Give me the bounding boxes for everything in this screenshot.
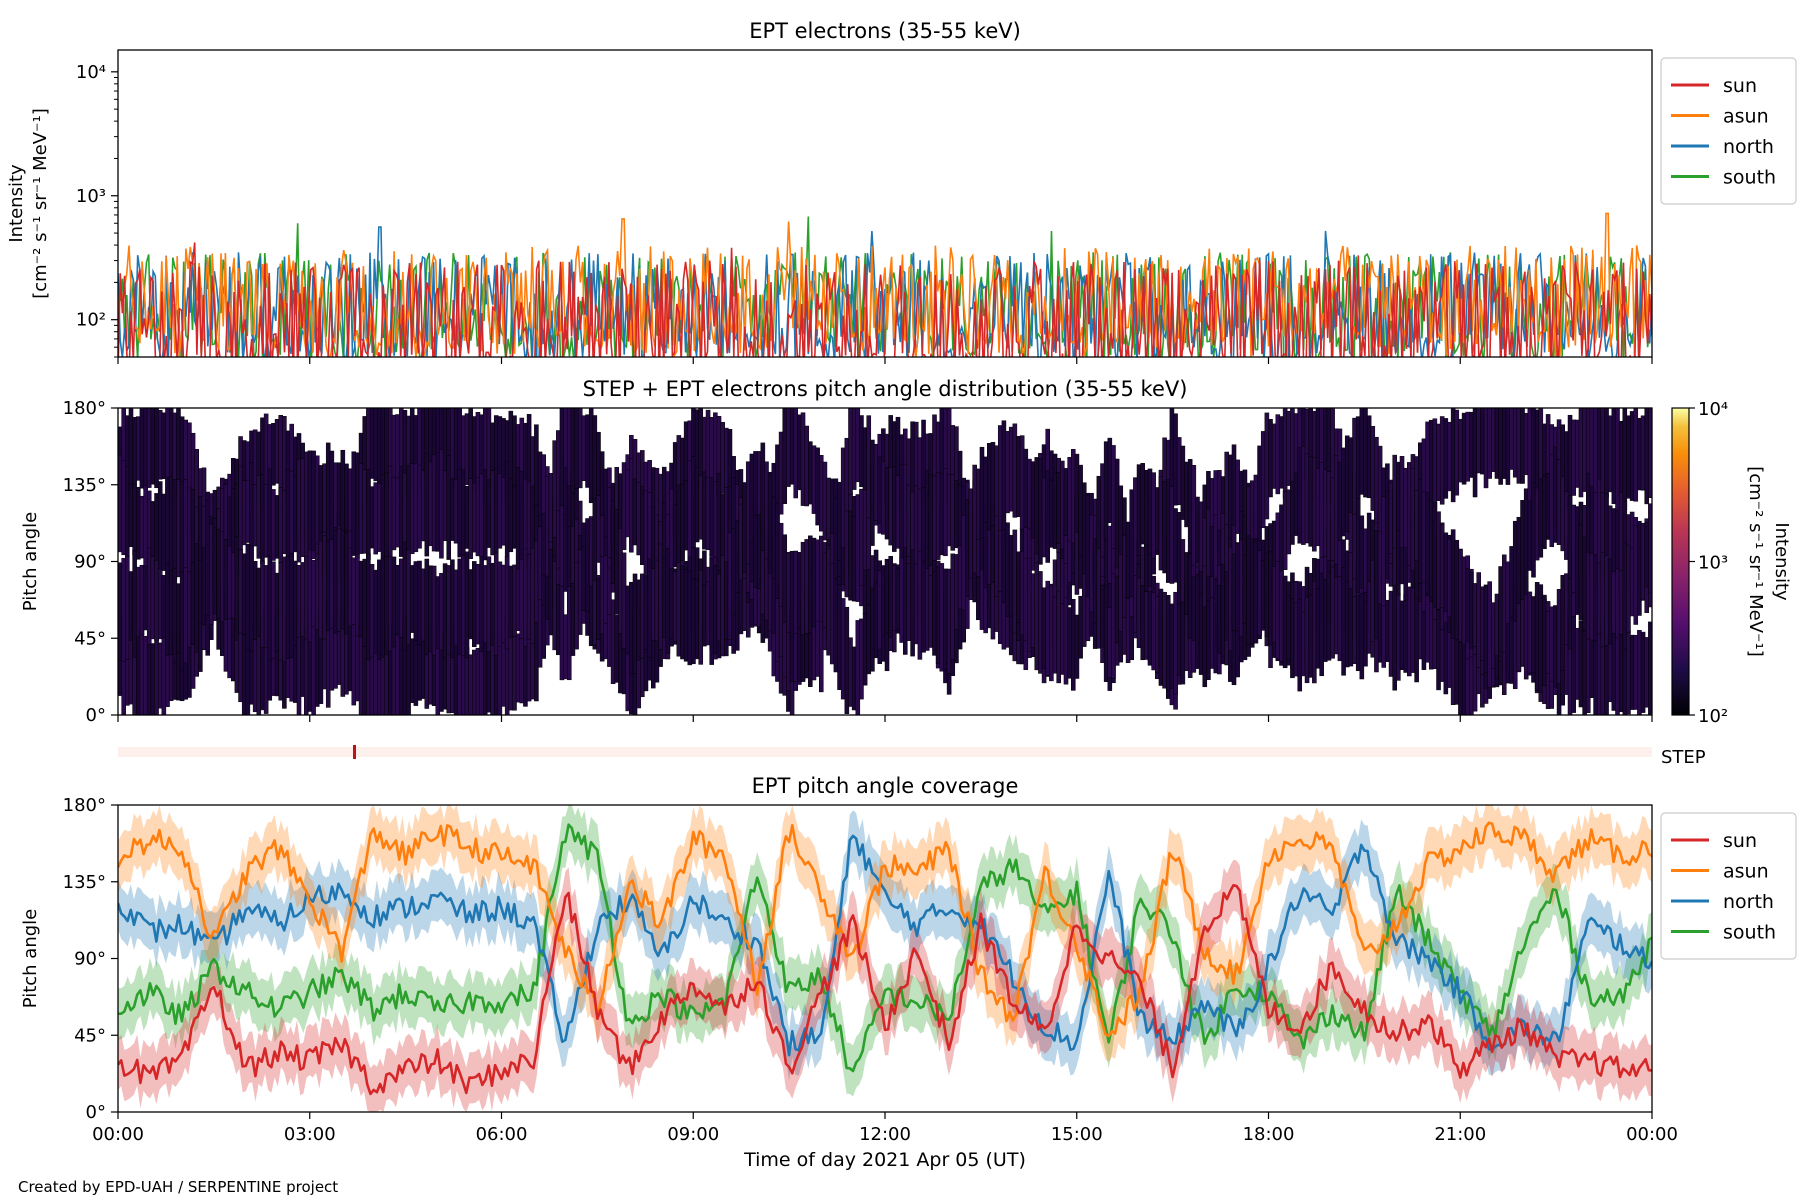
step-coverage-strip: STEP — [118, 745, 1706, 768]
distribution-y-tick-label: 135° — [63, 475, 106, 496]
intensity-panel-title: EPT electrons (35-55 keV) — [749, 19, 1021, 43]
legend-label-sun: sun — [1723, 830, 1757, 852]
step-label: STEP — [1661, 747, 1706, 768]
coverage-band-sun — [118, 859, 1652, 1112]
intensity-axis-ticks: 10² 10³ 10⁴ — [76, 62, 1653, 364]
coverage-axis-ticks: 0° 45° 90° 135° 180° 00:00 03:00 06:00 09:00 12:0… — [63, 795, 1678, 1145]
coverage-band-asun — [118, 805, 1652, 1062]
pitch-angle-heatmap — [118, 408, 1652, 715]
legend-label-north: north — [1723, 891, 1774, 913]
intensity-y-axis-label: Intensity — [6, 164, 27, 243]
colorbar-tick-label: 10² — [1698, 706, 1728, 727]
legend-label-sun: sun — [1723, 75, 1757, 97]
legend-box — [1660, 57, 1797, 205]
heatmap-cell — [1648, 621, 1652, 715]
intensity-line-sun — [118, 242, 1652, 357]
coverage-x-tick-label: 09:00 — [667, 1124, 719, 1145]
colorbar-tick-label: 10³ — [1698, 553, 1728, 574]
coverage-shaded-bands — [118, 805, 1652, 1112]
step-coverage-bar — [118, 747, 1652, 757]
step-coverage-marks — [352, 745, 356, 759]
legend-label-south: south — [1723, 167, 1776, 189]
coverage-line-north — [118, 834, 1652, 1057]
legend-label-north: north — [1723, 136, 1774, 158]
intensity-series-lines — [118, 212, 1652, 357]
coverage-x-tick-label: 03:00 — [284, 1124, 336, 1145]
distribution-panel-title: STEP + EPT electrons pitch angle distrib… — [583, 377, 1188, 401]
coverage-line-sun — [118, 884, 1652, 1096]
distribution-y-tick-label: 180° — [63, 398, 106, 419]
footer-credit: Created by EPD-UAH / SERPENTINE project — [18, 1178, 338, 1196]
coverage-x-tick-label: 21:00 — [1434, 1124, 1486, 1145]
coverage-y-tick-label: 0° — [86, 1102, 106, 1123]
coverage-band-south — [118, 805, 1652, 1097]
legend-label-south: south — [1723, 922, 1776, 944]
coverage-x-tick-label: 18:00 — [1243, 1124, 1295, 1145]
intensity-y-tick-label: 10³ — [76, 186, 106, 207]
coverage-x-tick-label: 00:00 — [1626, 1124, 1678, 1145]
coverage-y-tick-label: 45° — [74, 1025, 106, 1046]
coverage-line-south — [118, 823, 1652, 1073]
distribution-y-tick-label: 45° — [74, 628, 106, 649]
coverage-x-tick-label: 00:00 — [92, 1124, 144, 1145]
colorbar-tick-label: 10⁴ — [1698, 399, 1728, 420]
intensity-panel: 10² 10³ 10⁴ EPT electrons (35-55 keV) Inte… — [6, 19, 1797, 364]
legend-label-asun: asun — [1723, 106, 1769, 128]
distribution-axis-ticks: 0° 45° 90° 135° 180° — [63, 398, 1653, 726]
coverage-x-axis-label: Time of day 2021 Apr 05 (UT) — [743, 1149, 1026, 1171]
heatmap-cell — [1648, 408, 1652, 498]
colorbar: 10² 10³ 10⁴ — [1671, 399, 1728, 727]
step-mark — [352, 745, 356, 759]
pitch-angle-coverage-panel: 0° 45° 90° 135° 180° 00:00 03:00 06:00 09:00 12:0… — [20, 774, 1797, 1171]
coverage-y-axis-label: Pitch angle — [20, 909, 41, 1008]
distribution-y-tick-label: 90° — [74, 552, 106, 573]
intensity-y-tick-label: 10⁴ — [76, 62, 106, 83]
coverage-x-tick-label: 12:00 — [859, 1124, 911, 1145]
coverage-line-asun — [118, 821, 1652, 1038]
legend-box — [1660, 812, 1797, 960]
colorbar-label: Intensity — [1771, 522, 1792, 601]
coverage-band-north — [118, 810, 1652, 1081]
coverage-y-tick-label: 90° — [74, 949, 106, 970]
coverage-y-tick-label: 135° — [63, 872, 106, 893]
coverage-x-tick-label: 15:00 — [1051, 1124, 1103, 1145]
legend-label-asun: asun — [1723, 861, 1769, 883]
intensity-y-tick-label: 10² — [76, 310, 106, 331]
distribution-y-tick-label: 0° — [86, 705, 106, 726]
coverage-y-tick-label: 180° — [63, 795, 106, 816]
intensity-y-axis-unit: [cm⁻² s⁻¹ sr⁻¹ MeV⁻¹] — [30, 108, 51, 299]
coverage-legend: sun asun north south — [1660, 812, 1797, 960]
colorbar-gradient — [1671, 407, 1690, 716]
distribution-y-axis-label: Pitch angle — [20, 512, 41, 611]
pitch-angle-distribution-panel: 0° 45° 90° 135° 180° STEP + EPT electrons pi… — [20, 377, 1792, 727]
coverage-x-tick-label: 06:00 — [476, 1124, 528, 1145]
heatmap-cell — [1648, 503, 1652, 593]
coverage-panel-title: EPT pitch angle coverage — [752, 774, 1019, 798]
coverage-series-lines — [118, 821, 1652, 1096]
intensity-legend: sun asun north south — [1660, 57, 1797, 205]
colorbar-unit: [cm⁻² s⁻¹ sr⁻¹ MeV⁻¹] — [1745, 466, 1766, 657]
